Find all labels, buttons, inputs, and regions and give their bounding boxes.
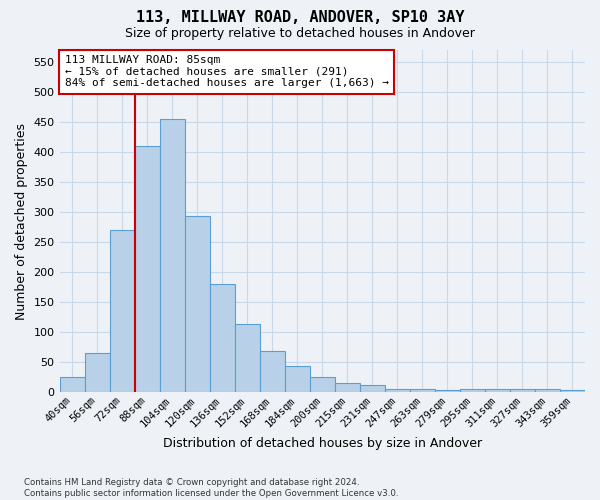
Bar xyxy=(360,385,385,392)
Y-axis label: Number of detached properties: Number of detached properties xyxy=(15,122,28,320)
Bar xyxy=(335,384,360,392)
Bar xyxy=(85,354,110,393)
Bar xyxy=(160,119,185,392)
Bar xyxy=(59,378,85,392)
Bar xyxy=(460,388,485,392)
Bar xyxy=(535,390,560,392)
Bar xyxy=(110,230,134,392)
Bar xyxy=(435,390,460,392)
Text: Size of property relative to detached houses in Andover: Size of property relative to detached ho… xyxy=(125,28,475,40)
X-axis label: Distribution of detached houses by size in Andover: Distribution of detached houses by size … xyxy=(163,437,482,450)
Bar xyxy=(510,390,535,392)
Text: Contains HM Land Registry data © Crown copyright and database right 2024.
Contai: Contains HM Land Registry data © Crown c… xyxy=(24,478,398,498)
Bar xyxy=(485,390,510,392)
Text: 113, MILLWAY ROAD, ANDOVER, SP10 3AY: 113, MILLWAY ROAD, ANDOVER, SP10 3AY xyxy=(136,10,464,25)
Bar xyxy=(134,146,160,392)
Bar xyxy=(310,376,335,392)
Text: 113 MILLWAY ROAD: 85sqm
← 15% of detached houses are smaller (291)
84% of semi-d: 113 MILLWAY ROAD: 85sqm ← 15% of detache… xyxy=(65,55,389,88)
Bar xyxy=(410,388,435,392)
Bar xyxy=(260,352,285,393)
Bar xyxy=(285,366,310,392)
Bar xyxy=(209,284,235,393)
Bar xyxy=(185,216,209,392)
Bar xyxy=(560,390,585,392)
Bar xyxy=(235,324,260,392)
Bar xyxy=(385,388,410,392)
